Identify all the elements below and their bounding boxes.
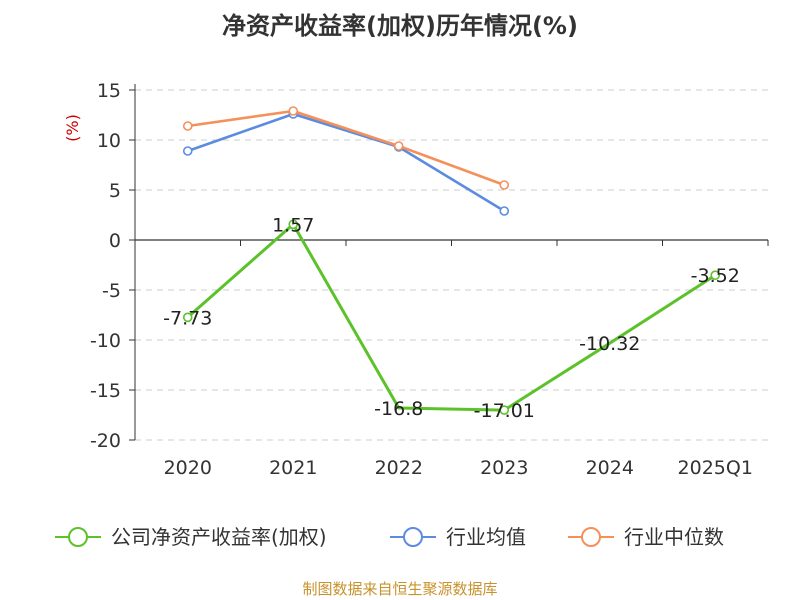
legend-label: 行业均值	[446, 525, 526, 549]
series-line	[187, 109, 505, 187]
chart-title: 净资产收益率(加权)历年情况(%)	[222, 12, 578, 40]
x-tick-label: 2021	[269, 457, 317, 479]
y-tick-label: 0	[109, 230, 121, 252]
source-note: 制图数据来自恒生聚源数据库	[302, 580, 498, 598]
series-line	[186, 222, 717, 412]
x-tick-label: 2024	[586, 457, 634, 479]
legend-label: 公司净资产收益率(加权)	[111, 525, 327, 549]
data-point	[288, 219, 299, 230]
y-tick-label: -15	[90, 380, 121, 402]
data-label: 1.57	[272, 214, 314, 236]
data-point	[182, 146, 193, 156]
data-label: -16.8	[374, 398, 423, 420]
y-tick-label: 10	[97, 130, 121, 152]
x-tick-label: 2023	[480, 457, 528, 479]
x-tick-label: 2022	[375, 457, 423, 479]
legend-marker	[403, 527, 423, 547]
data-label: -10.32	[579, 333, 640, 355]
y-tick-label: -10	[90, 330, 121, 352]
data-label: -7.73	[163, 307, 212, 329]
y-tick-label: 15	[97, 80, 121, 102]
data-point	[393, 141, 404, 151]
legend-marker	[68, 527, 88, 547]
data-point	[710, 270, 721, 281]
legend-label: 行业中位数	[624, 525, 724, 549]
data-point	[499, 405, 510, 415]
x-tick-label: 2025Q1	[678, 457, 753, 479]
data-point	[182, 312, 193, 323]
y-unit-label: (%)	[63, 114, 82, 142]
data-point	[182, 121, 193, 131]
series-line	[187, 112, 505, 213]
data-label: -17.01	[474, 400, 535, 422]
y-tick-label: -20	[90, 430, 121, 452]
data-point	[499, 180, 510, 190]
y-tick-label: -5	[102, 280, 121, 302]
y-tick-label: 5	[109, 180, 121, 202]
x-tick-label: 2020	[164, 457, 212, 479]
legend-marker	[581, 527, 601, 547]
data-label: -3.52	[691, 265, 740, 287]
data-point	[499, 206, 510, 216]
data-point	[288, 106, 299, 116]
